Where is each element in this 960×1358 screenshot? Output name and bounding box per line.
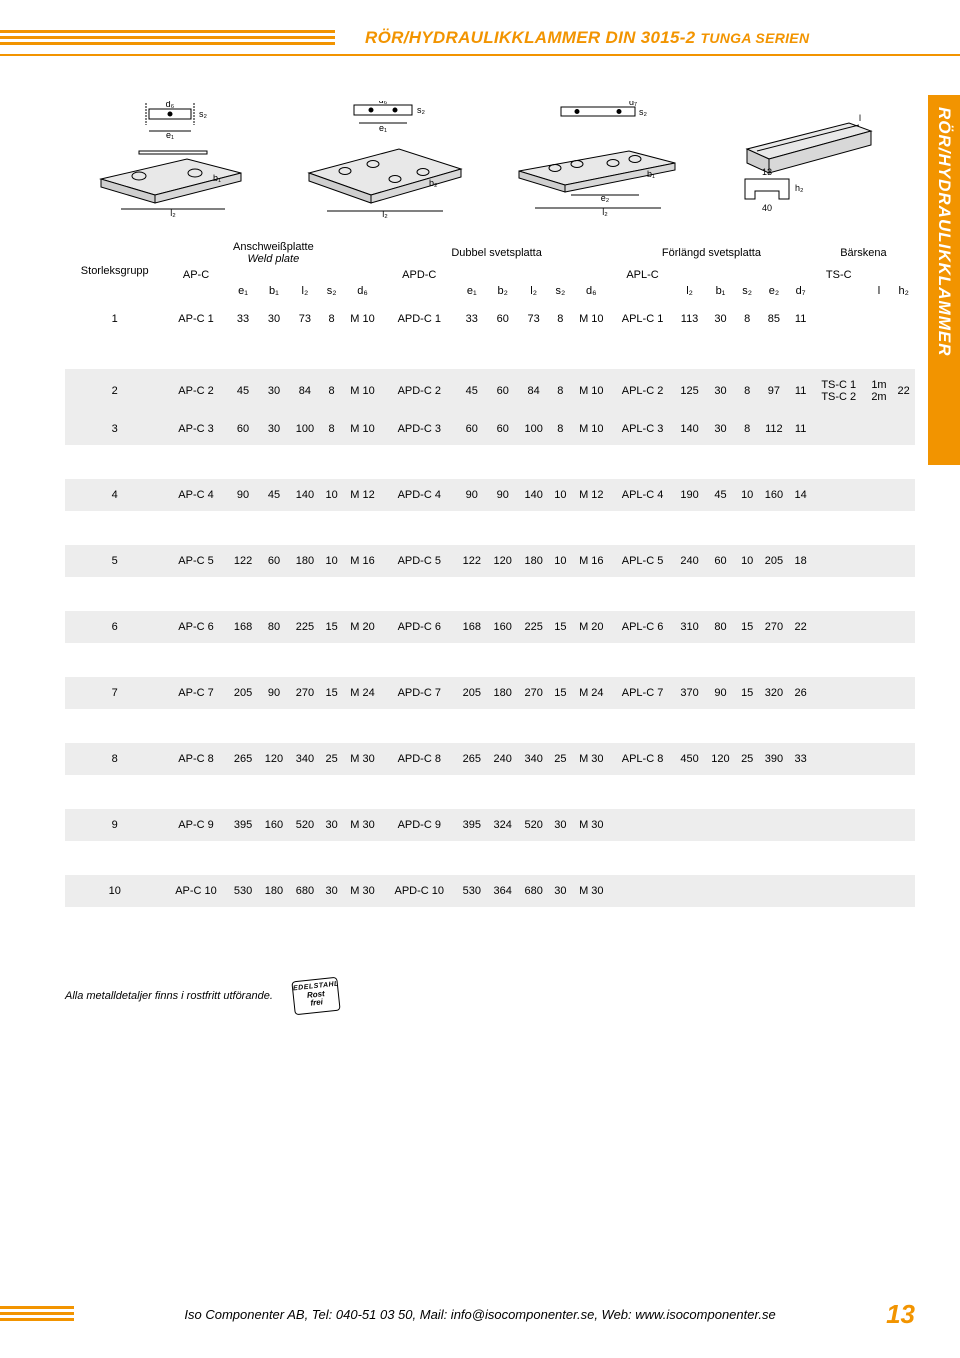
svg-text:s₂: s₂ — [417, 105, 426, 115]
svg-text:l: l — [859, 113, 861, 123]
table-row: 1AP-C 13330738M 10APD-C 13360738M 10APL-… — [65, 303, 915, 335]
hdr-ts-code: TS-C — [812, 267, 866, 283]
svg-text:d₆: d₆ — [378, 101, 387, 105]
svg-text:d₇: d₇ — [629, 101, 637, 107]
page-number: 13 — [886, 1299, 960, 1330]
table-row: 4AP-C 4904514010M 12APD-C 4909014010M 12… — [65, 479, 915, 511]
svg-text:40: 40 — [762, 203, 772, 213]
footer-text: Iso Componenter AB, Tel: 040-51 03 50, M… — [74, 1307, 886, 1322]
svg-text:b₂: b₂ — [429, 178, 438, 188]
hdr-apd-code: APD-C — [382, 267, 456, 283]
hdr-ap-code: AP-C — [164, 267, 227, 283]
hdr-ts-top: Bärskena — [812, 239, 915, 267]
table-row: 10AP-C 1053018068030M 30APD-C 1053036468… — [65, 875, 915, 907]
svg-text:13: 13 — [762, 167, 772, 177]
svg-text:s₂: s₂ — [199, 109, 208, 119]
hdr-apl-code: APL-C — [611, 267, 674, 283]
svg-text:b₁: b₁ — [213, 173, 221, 183]
diagram-row: d₆ s₂ e₁ b₁ l₂ — [65, 91, 915, 221]
title-sub: TUNGA SERIEN — [700, 30, 809, 46]
header-rule — [0, 54, 960, 56]
spec-table-body: 1AP-C 13330738M 10APD-C 13360738M 10APL-… — [65, 303, 915, 941]
hdr-ap-top: Anschweißplatte Weld plate — [164, 239, 382, 267]
table-row: 7AP-C 72059027015M 24APD-C 720518027015M… — [65, 677, 915, 709]
table-row: 5AP-C 51226018010M 16APD-C 512212018010M… — [65, 545, 915, 577]
footer: Iso Componenter AB, Tel: 040-51 03 50, M… — [0, 1299, 960, 1330]
diagram-apdc: d₆ s₂ e₁ b₂ l₂ — [278, 101, 491, 221]
table-row: 8AP-C 826512034025M 30APD-C 826524034025… — [65, 743, 915, 775]
page-title: RÖR/HYDRAULIKKLAMMER DIN 3015-2 TUNGA SE… — [365, 28, 915, 48]
svg-text:b₁: b₁ — [647, 169, 655, 179]
hdr-apl-top: Förlängd svetsplatta — [611, 239, 812, 267]
diagram-apc: d₆ s₂ e₁ b₁ l₂ — [65, 101, 278, 221]
svg-text:s₂: s₂ — [639, 107, 648, 117]
footnote-row: Alla metalldetaljer finns i rostfritt ut… — [65, 979, 915, 1013]
svg-text:e₁: e₁ — [379, 123, 387, 133]
diagram-aplc: d₇ s₂ e₂ l₂ b₁ — [490, 101, 703, 221]
table-row: 3AP-C 360301008M 10APD-C 360601008M 10AP… — [65, 413, 915, 445]
diagram-tsc: l 13 h₂ 40 — [703, 101, 916, 221]
side-tab: RÖR/HYDRAULIKKLAMMER — [928, 95, 960, 465]
svg-text:h₂: h₂ — [795, 183, 804, 193]
spec-table: Storleksgrupp Anschweißplatte Weld plate… — [65, 239, 915, 941]
footer-accent-bars — [0, 1306, 74, 1324]
col-group: Storleksgrupp — [65, 239, 164, 303]
header-accent-bars — [0, 30, 335, 48]
rostfrei-badge: EDELSTAHL Rost frei — [291, 977, 340, 1016]
footnote-text: Alla metalldetaljer finns i rostfritt ut… — [65, 990, 273, 1002]
svg-text:d₆: d₆ — [166, 101, 175, 109]
table-row: 9AP-C 939516052030M 30APD-C 939532452030… — [65, 809, 915, 841]
hdr-apd-top: Dubbel svetsplatta — [382, 239, 611, 267]
table-row: 6AP-C 61688022515M 20APD-C 616816022515M… — [65, 611, 915, 643]
title-main: RÖR/HYDRAULIKKLAMMER DIN 3015-2 — [365, 28, 695, 47]
table-row: 2AP-C 24530848M 10APD-C 24560848M 10APL-… — [65, 369, 915, 413]
